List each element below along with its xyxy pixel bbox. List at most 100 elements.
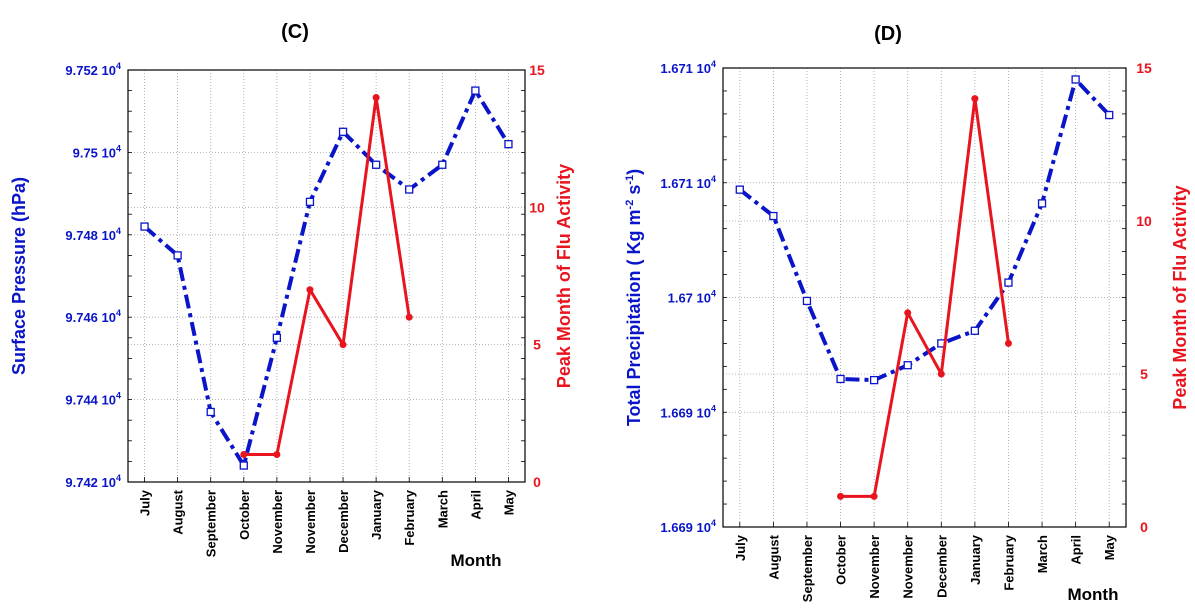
y2-axis-label: Peak Month of Flu Activity [1170,185,1190,409]
x-tick-label: February [402,489,417,545]
y-axis-label: Total Precipitation ( Kg m-2 s-1) [624,169,644,426]
y-tick-label: 9.752 104 [65,61,121,78]
data-point-circle [1004,339,1012,347]
x-tick-label: August [766,534,781,579]
y-axis-label-sup: -2 [624,200,636,210]
series-line-red [243,96,411,456]
series-line-blue [143,88,511,468]
y-axis-label: Surface Pressure (hPa) [9,177,29,375]
data-point-circle [937,370,945,378]
data-point-square [239,461,248,470]
x-tick-label: August [171,489,186,534]
x-tick-label: September [204,490,219,557]
y-tick-label-mantissa: 9.75 10 [73,145,116,160]
y2-tick-label: 0 [533,474,541,490]
data-point-circle [837,492,845,500]
data-point-circle [904,309,912,317]
data-point-square [836,374,845,384]
x-tick-label: March [1035,535,1050,573]
data-point-square [438,160,447,169]
y2-tick-label: 5 [1140,366,1148,382]
x-tick-label: September [800,535,815,602]
y-axis-label-text: ) [624,169,644,175]
y-tick-label-exponent: 4 [711,289,716,299]
y-axis-label-text: Total Precipitation ( Kg m [624,209,644,426]
chart-title: (D) [874,23,902,45]
y-tick-label-mantissa: 9.742 10 [65,475,116,490]
x-tick-label: November [303,490,318,554]
y-tick-label: 1.669 104 [660,518,716,535]
data-point-circle [240,451,248,459]
grid-lines [723,68,1126,527]
data-point-square [173,251,182,260]
y-tick-label-exponent: 4 [116,391,121,401]
y-tick-label-mantissa: 1.67 10 [668,291,711,306]
series-line-red [840,97,1010,498]
y-tick-label-mantissa: 1.671 10 [660,61,711,76]
y2-tick-label: 10 [529,199,545,215]
data-point-square [802,296,812,306]
x-tick-label: January [968,534,983,585]
y-tick-label-mantissa: 1.669 10 [660,520,711,535]
data-point-square [735,185,744,194]
data-point-square [140,222,149,231]
x-tick-label: November [901,535,916,599]
y-tick-label-mantissa: 9.748 10 [65,228,116,243]
data-point-square [272,333,282,342]
y-tick-label: 1.671 104 [660,59,716,76]
data-point-square [1004,278,1013,287]
y-tick-label-exponent: 4 [116,226,121,236]
y-axis-label-text: Surface Pressure (hPa) [9,177,29,375]
y2-tick-label: 0 [1140,519,1148,535]
data-point-square [471,86,480,95]
series-red [240,93,413,459]
y-tick-label-mantissa: 9.752 10 [65,63,116,78]
x-tick-label: October [834,535,849,585]
data-point-square [305,197,315,206]
data-point-square [869,375,879,385]
y-tick-label-exponent: 4 [711,518,716,528]
data-point-square [1105,110,1114,120]
series-blue [140,86,513,470]
data-point-circle [273,451,281,459]
y-tick-label-mantissa: 9.744 10 [65,393,116,408]
x-tick-label: May [501,489,516,515]
data-point-square [405,185,414,194]
y-tick-label: 1.669 104 [660,403,716,420]
y2-tick-label: 5 [533,337,541,353]
x-tick-label: April [1069,535,1084,565]
y2-tick-label: 15 [1136,60,1152,76]
y-tick-label-exponent: 4 [116,473,121,483]
data-point-circle [405,313,413,321]
y-axis-label-sup: -1 [624,175,636,185]
plot-frame [127,69,526,483]
y-tick-label: 1.67 104 [668,289,716,306]
y-tick-label: 9.75 104 [73,143,121,160]
data-point-square [371,160,381,169]
x-tick-label: February [1001,534,1016,590]
data-point-circle [870,492,878,500]
y-axis-label-text: s [624,185,644,200]
x-tick-label: May [1102,534,1117,560]
x-tick-label: December [336,490,351,553]
data-point-square [1037,199,1047,208]
x-tick-label: October [237,490,252,540]
data-point-circle [306,286,314,294]
y2-tick-label: 10 [1136,213,1152,229]
y-tick-label-mantissa: 9.746 10 [65,310,116,325]
grid-lines [128,70,525,482]
data-point-square [338,127,348,136]
series-line-blue [738,77,1111,383]
x-tick-label: November [867,535,882,599]
x-axis-label: Month [1068,585,1119,604]
data-point-square [1071,75,1080,84]
chart-title: (C) [281,21,309,43]
data-point-square [970,326,980,335]
data-point-square [504,140,513,149]
y2-axis-label: Peak Month of Flu Activity [554,164,574,388]
data-point-square [769,211,778,221]
x-tick-label: July [733,534,748,561]
y-tick-label-mantissa: 1.671 10 [660,176,711,191]
